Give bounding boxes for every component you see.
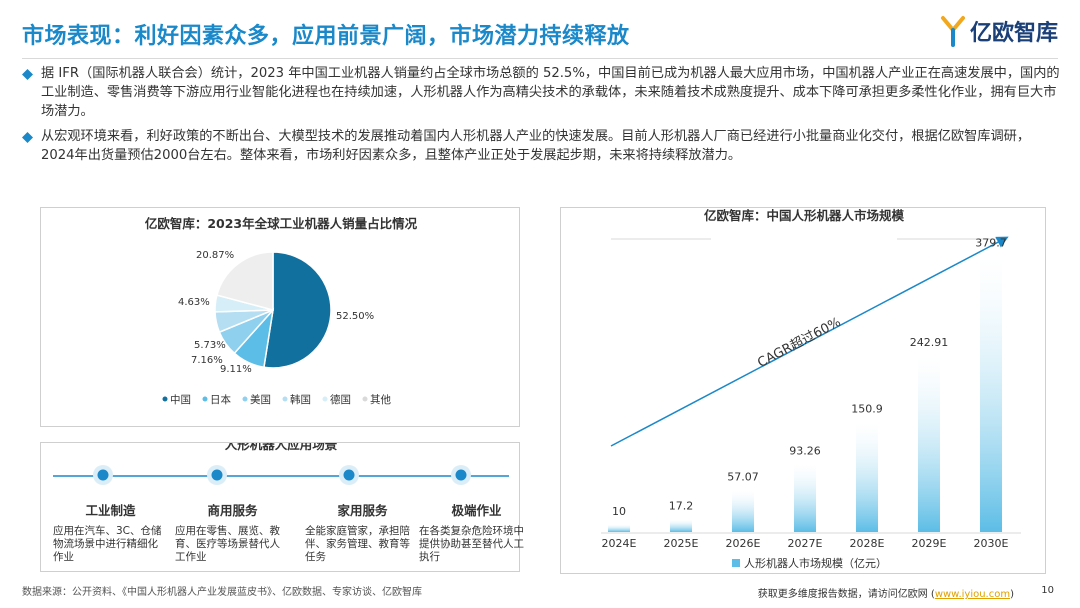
legend-marker <box>202 396 208 402</box>
pie-chart-title: 亿欧智库：2023年全球工业机器人销量占比情况 <box>145 216 418 231</box>
x-tick-label: 2025E <box>664 537 699 550</box>
bar-value-label: 150.9 <box>851 403 883 416</box>
scene-desc: 应用在汽车、3C、仓储物流场景中进行精细化作业 <box>53 525 162 563</box>
x-tick-label: 2026E <box>726 537 761 550</box>
scene-household: 家用服务 全能家庭管家，承担陪伴、家务管理、教育等任务 <box>305 500 420 564</box>
legend-marker <box>242 396 248 402</box>
bar-2026E <box>732 490 754 532</box>
page-title: 市场表现：利好因素众多，应用前景广阔，市场潜力持续释放 <box>22 24 630 49</box>
cagr-annotation: CAGR超过60% <box>755 315 843 371</box>
bar-chart-title: 亿欧智库：中国人形机器人市场规模 <box>704 208 905 223</box>
bullet-text: 据 IFR（国际机器人联合会）统计，2023 年中国工业机器人销量约占全球市场总… <box>41 66 1060 119</box>
scene-desc: 全能家庭管家，承担陪伴、家务管理、教育等任务 <box>305 525 410 563</box>
bullet-text: 从宏观环境来看，利好政策的不断出台、大模型技术的发展推动着国内人形机器人产业的快… <box>41 129 1031 163</box>
timeline-node-icon <box>93 465 113 485</box>
scenes-title: 人形机器人应用场景 <box>225 443 338 452</box>
pie-slice-中国 <box>263 251 332 369</box>
bullet-item: 据 IFR（国际机器人联合会）统计，2023 年中国工业机器人销量约占全球市场总… <box>22 64 1062 121</box>
scene-name: 家用服务 <box>337 503 388 518</box>
legend-marker <box>322 396 328 402</box>
timeline-node-icon <box>451 465 471 485</box>
pie-slice-其他 <box>216 251 274 311</box>
bar-value-label: 57.07 <box>727 471 759 484</box>
bar-value-label: 379.7 <box>975 237 1007 250</box>
diamond-bullet-icon <box>22 132 33 143</box>
legend-marker <box>282 396 288 402</box>
bullet-list: 据 IFR（国际机器人联合会）统计，2023 年中国工业机器人销量约占全球市场总… <box>22 64 1062 171</box>
pie-data-label: 20.87% <box>196 250 234 261</box>
pie-data-label: 4.63% <box>178 297 210 308</box>
bar-2025E <box>670 519 692 532</box>
legend-label: 德国 <box>330 393 351 406</box>
footer-promo: 获取更多维度报告数据，请访问亿欧网 (www.iyiou.com) <box>757 589 1014 600</box>
pie-chart-panel: 亿欧智库：2023年全球工业机器人销量占比情况 52.50% 9.11% 7.16%… <box>40 207 520 427</box>
growth-arrow <box>610 236 1009 447</box>
legend-marker <box>362 396 368 402</box>
scene-commercial: 商用服务 应用在零售、展览、教育、医疗等场景替代人工作业 <box>175 500 290 564</box>
scene-industrial: 工业制造 应用在汽车、3C、仓储物流场景中进行精细化作业 <box>53 500 168 564</box>
legend-label: 日本 <box>210 393 231 406</box>
timeline-node-icon <box>339 465 359 485</box>
footer-source: 数据来源：公开资料、《中国人形机器人产业发展蓝皮书》、亿欧数据、专家访谈、亿欧智… <box>22 587 422 598</box>
scene-name: 极端作业 <box>451 503 502 518</box>
pie-data-label: 7.16% <box>191 355 223 366</box>
pie-chart: 亿欧智库：2023年全球工业机器人销量占比情况 52.50% 9.11%7.16%… <box>145 216 418 406</box>
legend-marker <box>162 396 168 402</box>
bar-legend-label: 人形机器人市场规模（亿元） <box>744 556 887 570</box>
bar-value-label: 17.2 <box>669 500 694 513</box>
bar-2028E <box>856 422 878 532</box>
bar-2024E <box>608 524 630 532</box>
bar-legend-swatch <box>732 559 740 567</box>
bar-2029E <box>918 355 940 532</box>
x-tick-label: 2028E <box>850 537 885 550</box>
brand-logo: 亿欧智库 <box>940 14 1058 48</box>
pie-data-label: 52.50% <box>336 311 374 322</box>
scenes-panel: 人形机器人应用场景 工业制造 应用在汽车、3C、仓储物流场景中进行精细化作业 商… <box>40 442 524 572</box>
bar-value-label: 242.91 <box>910 336 949 349</box>
bar-value-label: 10 <box>612 505 626 518</box>
scene-name: 商用服务 <box>207 503 258 518</box>
legend-label: 中国 <box>170 393 191 406</box>
x-tick-label: 2029E <box>912 537 947 550</box>
logo-text: 亿欧智库 <box>969 21 1058 46</box>
scene-desc: 应用在零售、展览、教育、医疗等场景替代人工作业 <box>175 525 280 563</box>
pie-data-label: 9.11% <box>220 364 252 375</box>
legend-label: 美国 <box>250 393 271 406</box>
bar-2027E <box>794 464 816 532</box>
bar-value-label: 93.26 <box>789 444 821 457</box>
bar-chart: 亿欧智库：中国人形机器人市场规模 CAGR超过60% 10 17.2 57.07 93… <box>601 208 1021 570</box>
bar-chart-panel: 亿欧智库：中国人形机器人市场规模 CAGR超过60% 10 17.2 57.07 93… <box>560 207 1046 574</box>
title-divider <box>22 58 1058 59</box>
legend-label: 其他 <box>370 393 391 406</box>
legend-label: 韩国 <box>290 393 311 406</box>
website-link[interactable]: www.iyiou.com <box>934 589 1011 600</box>
scene-name: 工业制造 <box>85 503 136 518</box>
pie-data-label: 5.73% <box>194 340 226 351</box>
scene-extreme: 极端作业 在各类复杂危险环境中提供协助甚至替代人工执行 <box>419 500 534 564</box>
scene-desc: 在各类复杂危险环境中提供协助甚至替代人工执行 <box>419 525 524 563</box>
x-tick-label: 2030E <box>974 537 1009 550</box>
x-tick-label: 2024E <box>602 537 637 550</box>
x-tick-label: 2027E <box>788 537 823 550</box>
bullet-item: 从宏观环境来看，利好政策的不断出台、大模型技术的发展推动着国内人形机器人产业的快… <box>22 127 1062 165</box>
page-number: 10 <box>1041 585 1054 596</box>
scenes-timeline: 人形机器人应用场景 <box>53 443 509 485</box>
logo-mark-icon <box>940 16 965 47</box>
bar-2030E <box>980 256 1002 532</box>
diamond-bullet-icon <box>22 69 33 80</box>
timeline-node-icon <box>207 465 227 485</box>
